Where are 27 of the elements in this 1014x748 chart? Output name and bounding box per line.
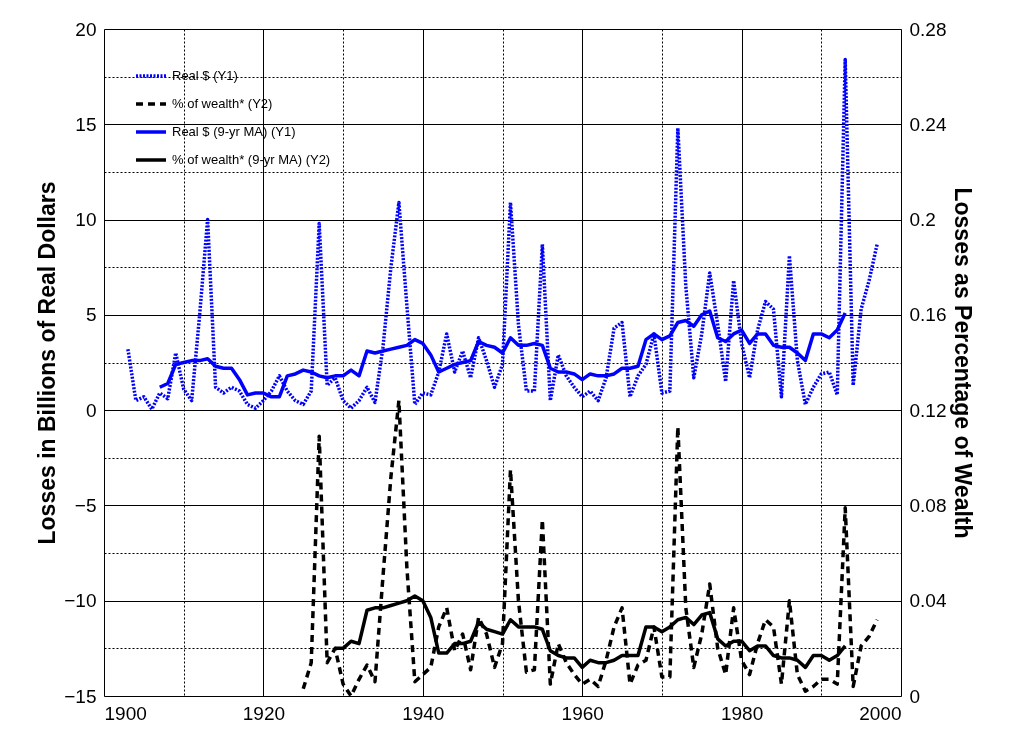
x-tick-label: 1960 (561, 702, 604, 724)
x-tick-label: 2000 (859, 702, 902, 724)
y-tick-label: −15 (64, 685, 97, 707)
x-tick-label: 1980 (720, 702, 764, 724)
y2-tick-label: 0 (909, 685, 921, 707)
y2-tick-label: 0.04 (909, 590, 947, 612)
y2-tick-label: 0.08 (909, 494, 947, 516)
legend-label: Real $ (Y1) (172, 68, 238, 83)
x-tick-label: 1920 (242, 702, 286, 724)
y-tick-label: −5 (74, 494, 97, 516)
y-tick-label: 0 (85, 399, 97, 421)
y2-axis-title: Losses as Percentage of Wealth (950, 187, 977, 539)
y2-tick-label: 0.28 (909, 18, 947, 40)
y2-tick-label: 0.16 (909, 304, 947, 326)
y-tick-label: 15 (75, 113, 97, 135)
line-series (126, 57, 879, 411)
line-series (158, 309, 847, 399)
y-tick-label: −10 (64, 590, 97, 612)
y-axis-title: Losses in Billions of Real Dollars (34, 181, 61, 545)
y-tick-label: 20 (75, 18, 97, 40)
y2-tick-label: 0.24 (909, 113, 947, 135)
y2-tick-label: 0.2 (909, 209, 936, 231)
x-tick-label: 1900 (104, 702, 147, 724)
x-tick-label: 1940 (402, 702, 445, 724)
y2-tick-label: 0.12 (909, 399, 947, 421)
y-tick-label: 10 (75, 209, 97, 231)
y-tick-label: 5 (85, 304, 97, 326)
